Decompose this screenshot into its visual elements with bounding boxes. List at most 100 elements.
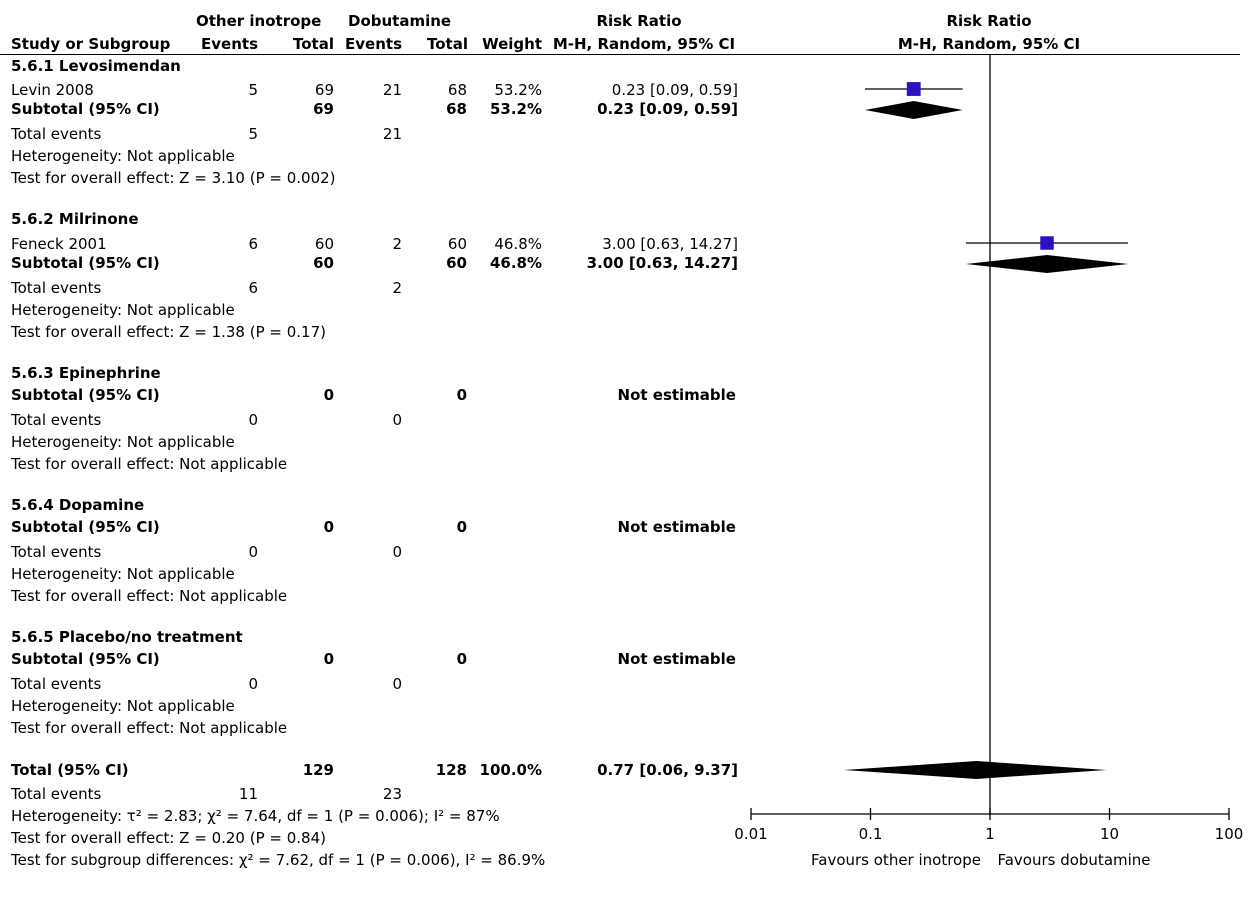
heterogeneity-text: Heterogeneity: Not applicable xyxy=(11,433,235,451)
study-total2: 68 xyxy=(447,81,467,99)
total-weight: 100.0% xyxy=(479,761,542,779)
subgroup-differences: Test for subgroup differences: χ² = 7.62… xyxy=(11,851,546,869)
x-tick-label: 10 xyxy=(1100,825,1119,843)
group1-header: Other inotrope xyxy=(196,12,322,30)
study-total1: 69 xyxy=(314,81,334,99)
subtotal-total2: 0 xyxy=(456,518,467,536)
study-events1: 5 xyxy=(248,81,258,99)
subtotal-ci: Not estimable xyxy=(617,518,736,536)
subtotal-diamond xyxy=(966,255,1128,273)
subtotal-label: Subtotal (95% CI) xyxy=(11,254,160,272)
total-events-label: Total events xyxy=(11,675,102,693)
subgroup-title: 5.6.4 Dopamine xyxy=(11,496,145,514)
study-ci: 3.00 [0.63, 14.27] xyxy=(602,235,738,253)
total-events2: 0 xyxy=(392,411,402,429)
overall-effect-text: Test for overall effect: Z = 1.38 (P = 0… xyxy=(11,323,326,341)
total-events2: 0 xyxy=(392,675,402,693)
subtotal-ci: Not estimable xyxy=(617,650,736,668)
total-events1: 0 xyxy=(248,675,258,693)
total-events1: 0 xyxy=(248,411,258,429)
total-events1: 6 xyxy=(248,279,258,297)
x-tick-label: 0.1 xyxy=(859,825,883,843)
study-name: Feneck 2001 xyxy=(11,235,107,253)
weight-header: Weight xyxy=(482,35,542,53)
events1-header: Events xyxy=(201,35,258,53)
total-diamond xyxy=(843,761,1107,779)
total-overall-effect: Test for overall effect: Z = 0.20 (P = 0… xyxy=(11,829,326,847)
favours-left-label: Favours other inotrope xyxy=(811,851,981,869)
total-events1: 11 xyxy=(238,785,258,803)
total-total2: 128 xyxy=(435,761,467,779)
x-tick-label: 0.01 xyxy=(734,825,767,843)
study-events2: 2 xyxy=(392,235,402,253)
group2-header: Dobutamine xyxy=(348,12,452,30)
header-rule xyxy=(0,54,1240,55)
heterogeneity-text: Heterogeneity: Not applicable xyxy=(11,697,235,715)
heterogeneity-text: Heterogeneity: Not applicable xyxy=(11,301,235,319)
subtotal-total1: 0 xyxy=(323,518,334,536)
rr-title-header: Risk Ratio xyxy=(596,12,682,30)
subtotal-total1: 60 xyxy=(313,254,334,272)
overall-effect-text: Test for overall effect: Not applicable xyxy=(11,455,288,473)
total1-header: Total xyxy=(293,35,334,53)
heterogeneity-text: Heterogeneity: Not applicable xyxy=(11,565,235,583)
total-events2: 2 xyxy=(392,279,402,297)
total-heterogeneity: Heterogeneity: τ² = 2.83; χ² = 7.64, df … xyxy=(11,807,500,825)
events2-header: Events xyxy=(345,35,402,53)
subtotal-label: Subtotal (95% CI) xyxy=(11,386,160,404)
total-events2: 23 xyxy=(382,785,402,803)
study-total2: 60 xyxy=(447,235,467,253)
subtotal-ci: Not estimable xyxy=(617,386,736,404)
subtotal-label: Subtotal (95% CI) xyxy=(11,518,160,536)
subtotal-total1: 69 xyxy=(313,100,334,118)
total-events-label: Total events xyxy=(11,279,102,297)
study-point-marker xyxy=(906,82,921,96)
total-events-label: Total events xyxy=(11,125,102,143)
total-ci: 0.77 [0.06, 9.37] xyxy=(597,761,738,779)
subgroup-title: 5.6.1 Levosimendan xyxy=(11,57,181,75)
subtotal-total2: 60 xyxy=(446,254,467,272)
study-events1: 6 xyxy=(248,235,258,253)
subtotal-label: Subtotal (95% CI) xyxy=(11,650,160,668)
subtotal-total2: 0 xyxy=(456,650,467,668)
subtotal-label: Subtotal (95% CI) xyxy=(11,100,160,118)
plot-title-header: Risk Ratio xyxy=(946,12,1032,30)
total-events1: 0 xyxy=(248,543,258,561)
subtotal-total2: 0 xyxy=(456,386,467,404)
subgroup-title: 5.6.2 Milrinone xyxy=(11,210,139,228)
subtotal-weight: 53.2% xyxy=(489,100,542,118)
total-events2: 0 xyxy=(392,543,402,561)
x-tick-label: 100 xyxy=(1215,825,1244,843)
subtotal-diamond xyxy=(865,101,963,119)
study-total1: 60 xyxy=(314,235,334,253)
study-weight: 46.8% xyxy=(494,235,542,253)
study-col-header: Study or Subgroup xyxy=(11,35,171,53)
total-total1: 129 xyxy=(302,761,334,779)
heterogeneity-text: Heterogeneity: Not applicable xyxy=(11,147,235,165)
total-events-label: Total events xyxy=(11,785,102,803)
plot-method-header: M-H, Random, 95% CI xyxy=(897,35,1081,53)
favours-right-label: Favours dobutamine xyxy=(997,851,1150,869)
total-events-label: Total events xyxy=(11,411,102,429)
overall-effect-text: Test for overall effect: Not applicable xyxy=(11,587,288,605)
rr-method-header: M-H, Random, 95% CI xyxy=(552,35,736,53)
overall-effect-text: Test for overall effect: Not applicable xyxy=(11,719,288,737)
study-point-marker xyxy=(1040,236,1054,250)
subtotal-total1: 0 xyxy=(323,650,334,668)
subtotal-ci: 0.23 [0.09, 0.59] xyxy=(597,100,738,118)
study-events2: 21 xyxy=(382,81,402,99)
subtotal-ci: 3.00 [0.63, 14.27] xyxy=(586,254,738,272)
study-ci: 0.23 [0.09, 0.59] xyxy=(611,81,738,99)
total-events-label: Total events xyxy=(11,543,102,561)
overall-effect-text: Test for overall effect: Z = 3.10 (P = 0… xyxy=(11,169,336,187)
total-events1: 5 xyxy=(248,125,258,143)
subtotal-total2: 68 xyxy=(446,100,467,118)
total2-header: Total xyxy=(427,35,468,53)
subtotal-total1: 0 xyxy=(323,386,334,404)
total-label: Total (95% CI) xyxy=(11,761,129,779)
subgroup-title: 5.6.5 Placebo/no treatment xyxy=(11,628,243,646)
subtotal-weight: 46.8% xyxy=(489,254,542,272)
total-events2: 21 xyxy=(382,125,402,143)
study-weight: 53.2% xyxy=(494,81,542,99)
